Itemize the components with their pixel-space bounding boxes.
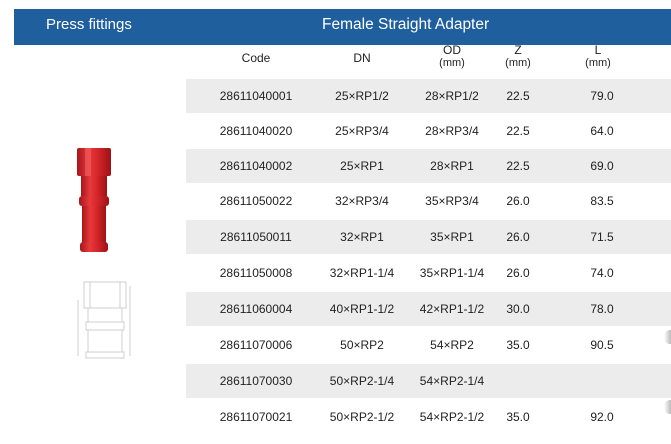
cell-code: 28611050011 — [220, 230, 292, 244]
cell-z — [488, 364, 548, 398]
table-row: 28611050022 32×RP3/4 35×RP3/4 26.0 83.5 — [186, 184, 671, 218]
cell-od: 54×RP2 — [430, 338, 474, 352]
cell-od: 35×RP3/4 — [425, 194, 479, 208]
red-adapter-fitting-photo — [77, 148, 111, 252]
table-row: 28611040002 25×RP1 28×RP1 22.5 69.0 — [186, 149, 671, 183]
col-header-z: Z (mm) — [488, 44, 548, 70]
table-row: 28611050011 32×RP1 35×RP1 26.0 71.5 — [186, 220, 671, 254]
cell-code: 28611050008 — [219, 266, 293, 280]
cell-z: 35.0 — [506, 410, 530, 424]
col-header-dn: DN — [353, 51, 371, 65]
cell-code: 28611040002 — [219, 159, 293, 173]
cell-od: 54×RP2-1/4 — [419, 374, 485, 388]
cell-z: 26.0 — [506, 194, 530, 208]
cell-z: 22.5 — [506, 159, 530, 173]
cell-code: 28611040001 — [219, 89, 293, 103]
cell-l: 90.5 — [590, 338, 614, 352]
table-row: 28611040001 25×RP1/2 28×RP1/2 22.5 79.0 — [186, 79, 671, 113]
col-header-od: OD (mm) — [402, 44, 502, 70]
header-bar: Press fittings Female Straight Adapter — [14, 9, 671, 45]
product-title: Female Straight Adapter — [322, 16, 490, 33]
table-row: 28611070006 50×RP2 54×RP2 35.0 90.5 — [186, 328, 671, 362]
cell-od: 28×RP1/2 — [425, 89, 479, 103]
cell-l: 92.0 — [590, 410, 614, 424]
cell-od: 54×RP2-1/2 — [419, 410, 485, 424]
z-unit: (mm) — [505, 57, 531, 69]
cell-od: 28×RP1 — [430, 159, 474, 173]
cell-code: 28611070006 — [219, 338, 293, 352]
cell-dn: 50×RP2 — [340, 338, 384, 352]
od-unit: (mm) — [439, 57, 465, 69]
cell-code: 28611040020 — [219, 124, 293, 138]
cell-od: 35×RP1 — [430, 230, 474, 244]
cell-dn: 50×RP2-1/2 — [329, 410, 395, 424]
category-label: Press fittings — [46, 16, 132, 33]
cell-dn: 32×RP1-1/4 — [329, 266, 395, 280]
l-unit: (mm) — [585, 57, 611, 69]
table-row: 28611060004 40×RP1-1/2 42×RP1-1/2 30.0 7… — [186, 292, 671, 326]
cell-l: 83.5 — [590, 194, 614, 208]
adapter-line-drawing — [77, 281, 131, 359]
cell-l: 64.0 — [590, 124, 614, 138]
cell-od: 35×RP1-1/4 — [419, 266, 485, 280]
cell-l — [572, 364, 632, 398]
cell-dn: 25×RP1 — [340, 159, 384, 173]
table-row: 28611070030 50×RP2-1/4 54×RP2-1/4 — [186, 364, 671, 398]
cell-l: 74.0 — [590, 266, 614, 280]
cell-code: 28611070021 — [219, 410, 293, 424]
cell-dn: 25×RP1/2 — [335, 89, 389, 103]
cell-od: 28×RP3/4 — [425, 124, 479, 138]
page-edge-mark — [664, 400, 671, 414]
cell-z: 30.0 — [506, 302, 530, 316]
cell-dn: 40×RP1-1/2 — [329, 302, 395, 316]
cell-code: 28611060004 — [219, 302, 293, 316]
table-row: 28611050008 32×RP1-1/4 35×RP1-1/4 26.0 7… — [186, 256, 671, 290]
cell-z: 26.0 — [506, 230, 530, 244]
cell-z: 22.5 — [506, 124, 530, 138]
cell-code: 28611050022 — [219, 194, 293, 208]
cell-code: 28611070030 — [219, 374, 293, 388]
cell-dn: 25×RP3/4 — [335, 124, 389, 138]
table-row: 28611040020 25×RP3/4 28×RP3/4 22.5 64.0 — [186, 114, 671, 148]
cell-dn: 32×RP3/4 — [335, 194, 389, 208]
table-row: 28611070021 50×RP2-1/2 54×RP2-1/2 35.0 9… — [186, 400, 671, 434]
cell-dn: 50×RP2-1/4 — [329, 374, 395, 388]
col-header-l: L (mm) — [568, 44, 628, 70]
cell-l: 79.0 — [590, 89, 614, 103]
cell-dn: 32×RP1 — [340, 230, 384, 244]
cell-z: 35.0 — [506, 338, 530, 352]
col-header-code: Code — [241, 51, 271, 65]
cell-od: 42×RP1-1/2 — [419, 302, 485, 316]
cell-z: 26.0 — [506, 266, 530, 280]
cell-l: 71.5 — [590, 230, 614, 244]
cell-l: 78.0 — [590, 302, 614, 316]
cell-z: 22.5 — [506, 89, 530, 103]
cell-l: 69.0 — [590, 159, 614, 173]
page-edge-mark — [664, 330, 671, 344]
